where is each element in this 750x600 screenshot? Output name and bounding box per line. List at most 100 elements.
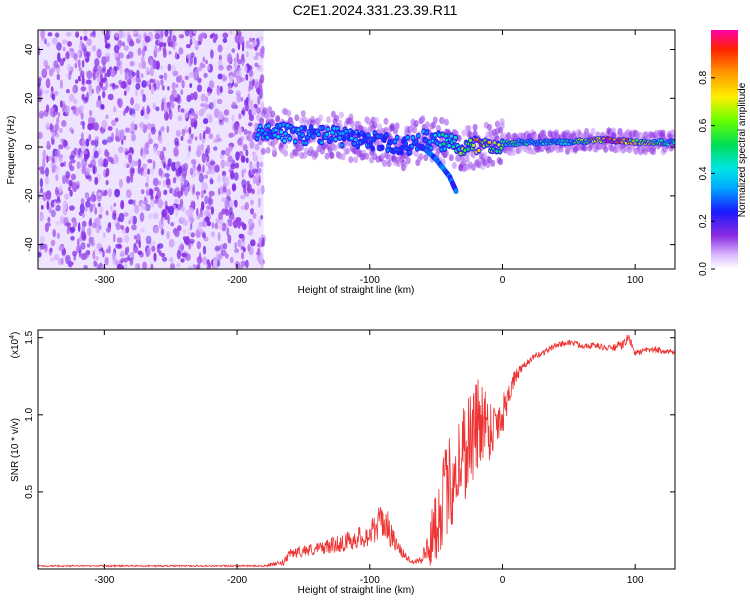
ridge-branch-mark [453,188,459,194]
noise-dot [49,122,53,133]
ridge-core-mark [297,132,301,136]
noise-dot [225,208,230,216]
noise-dot [229,132,236,137]
noise-dot [197,163,202,172]
ridge-core-mark [410,144,414,149]
noise-dot [113,106,117,113]
noise-dot [227,234,232,244]
noise-dot [101,119,108,129]
noise-dot [196,208,199,216]
noise-dot [196,241,201,250]
noise-dot [80,198,85,205]
noise-dot [141,171,148,177]
noise-dot [188,217,195,223]
noise-dot [148,132,152,140]
ridge-core-mark [428,140,432,144]
noise-dot [53,90,59,96]
noise-dot [102,232,106,239]
noise-dot [241,234,245,243]
noise-dot [64,145,71,150]
noise-dot [188,238,195,244]
noise-dot [53,201,57,209]
noise-dot [241,241,246,246]
noise-dot [50,199,55,208]
ridge-core-mark [263,132,268,136]
noise-dot [96,100,100,108]
noise-dot [112,212,117,221]
noise-dot [225,188,232,197]
noise-dot [234,33,240,44]
noise-dot [72,85,77,94]
ridge-core-mark [356,144,360,149]
noise-dot [247,65,253,71]
noise-dot [41,205,44,210]
noise-dot [217,231,221,242]
noise-dot [168,205,175,216]
noise-dot [157,198,164,209]
noise-dot [212,259,218,267]
ridge-halo [345,147,351,155]
ridge-core-mark [442,142,446,146]
ridge-halo [300,110,306,118]
ridge-halo [506,132,512,140]
noise-dot [56,195,61,202]
noise-dot [100,265,107,269]
ridge-core-mark [369,142,373,146]
noise-dot [93,122,99,131]
noise-dot [38,131,43,140]
noise-dot [163,179,166,187]
ridge-halo [651,148,656,156]
ridge-halo [350,120,355,128]
noise-dot [175,186,180,193]
noise-dot [252,168,259,174]
ridge-core-mark [439,143,443,147]
ridge-core-mark [400,146,404,150]
noise-dot [169,257,174,263]
noise-dot [43,59,49,67]
ridge-halo [456,134,462,142]
noise-dot [252,39,258,47]
noise-dot [60,138,64,143]
colorbar-tick-label: 0.0 [698,262,709,276]
noise-dot [118,212,125,223]
noise-dot [162,46,167,53]
noise-dot [38,110,45,118]
noise-dot [150,126,156,135]
noise-dot [213,146,218,151]
ridge-core-mark [316,132,321,136]
noise-dot [168,50,172,55]
noise-dot [140,88,145,97]
y-tick-label: 1.5 [24,330,35,344]
colorbar-tick-label: 0.4 [698,166,709,180]
ridge-halo [638,131,644,139]
noise-dot [83,99,88,104]
noise-dot [155,106,160,112]
ridge-halo [313,149,319,157]
noise-dot [177,225,182,232]
noise-dot [238,67,242,72]
noise-dot [218,120,225,126]
noise-dot [39,242,43,251]
noise-dot [161,256,168,262]
noise-dot [207,64,211,71]
noise-dot [85,167,90,176]
noise-dot [208,190,215,197]
noise-dot [152,160,156,170]
noise-dot [115,243,121,249]
x-tick-label: -300 [94,275,114,286]
noise-dot [136,33,142,40]
noise-dot [38,87,42,97]
noise-dot [203,102,209,111]
noise-dot [257,187,260,196]
noise-dot [46,190,51,196]
ridge-halo [267,106,273,114]
noise-dot [223,109,230,116]
noise-dot [137,165,141,175]
noise-dot [81,213,86,218]
ridge-halo [383,126,389,134]
noise-dot [175,207,179,217]
ridge-core-mark [376,134,380,138]
noise-dot [197,66,203,72]
noise-dot [45,167,49,177]
noise-dot [62,254,66,259]
